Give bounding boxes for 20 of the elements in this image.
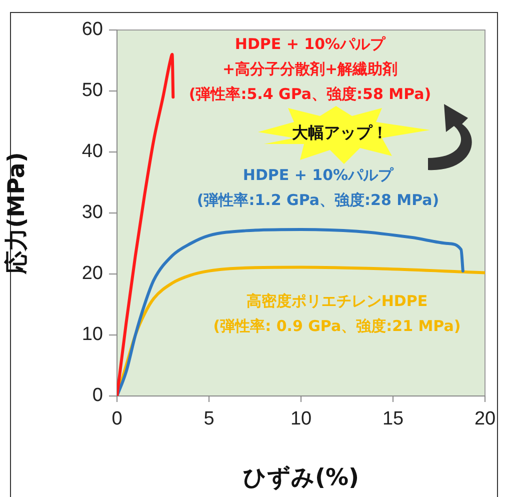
y-tick-label: 40 bbox=[82, 141, 103, 162]
x-tick-label: 15 bbox=[382, 408, 404, 430]
x-axis-title: ひずみ(%) bbox=[242, 465, 360, 492]
x-tick-label: 5 bbox=[204, 408, 214, 430]
series-label: 高密度ポリエチレンHDPE (弾性率: 0.9 GPa、強度:21 MPa) bbox=[213, 292, 461, 335]
line-series bbox=[117, 52, 175, 396]
series-label: HDPE + 10%パルプ +高分子分散剤+解繊助剤 (弾性率:5.4 GPa、強度:58 MPa) bbox=[188, 34, 432, 103]
y-tick-label: 50 bbox=[82, 80, 103, 102]
y-tick-label: 30 bbox=[82, 202, 103, 224]
annotation: 大幅アップ！ bbox=[291, 123, 389, 144]
y-tick-label: 20 bbox=[82, 263, 103, 284]
series-label: HDPE + 10%パルプ (弾性率:1.2 GPa、強度:28 MPa) bbox=[196, 166, 440, 209]
y-axis-title: 応力(MPa) bbox=[2, 152, 30, 275]
y-tick-label: 0 bbox=[92, 385, 103, 406]
x-tick-label: 10 bbox=[290, 408, 312, 430]
x-tick-label: 0 bbox=[112, 408, 122, 430]
y-tick-label: 10 bbox=[82, 324, 103, 346]
line-series bbox=[117, 228, 464, 396]
y-tick-label: 60 bbox=[82, 19, 103, 40]
x-tick-label: 20 bbox=[474, 408, 496, 430]
